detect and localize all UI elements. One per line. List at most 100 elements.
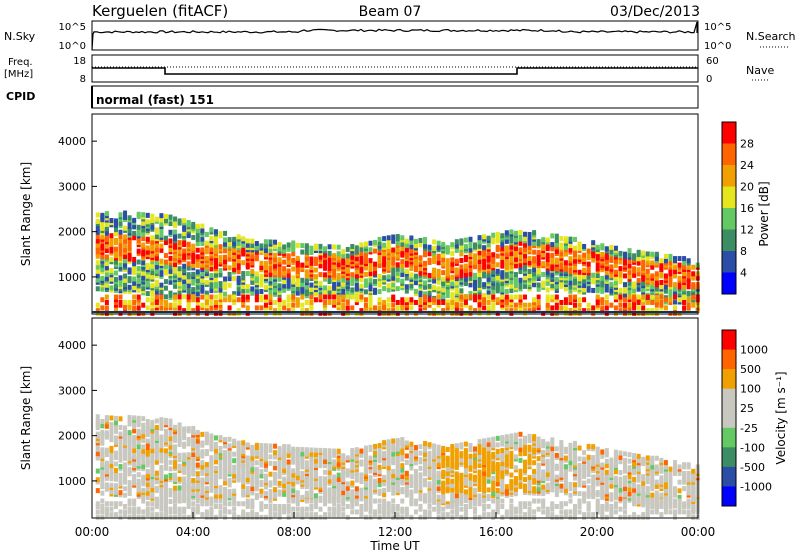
echo-cell	[509, 479, 514, 485]
echo-cell	[441, 308, 446, 314]
echo-cell	[268, 489, 273, 495]
echo-cell	[277, 512, 282, 518]
echo-cell	[463, 299, 468, 305]
echo-cell	[254, 294, 259, 300]
echo-cell	[573, 236, 578, 242]
echo-cell	[123, 210, 128, 216]
echo-cell	[209, 236, 214, 242]
echo-cell	[436, 479, 441, 485]
echo-cell	[168, 509, 173, 515]
echo-cell	[273, 465, 278, 471]
echo-cell	[513, 436, 518, 442]
echo-cell	[336, 251, 341, 257]
echo-cell	[554, 283, 559, 289]
echo-cell	[186, 265, 191, 271]
echo-cell	[473, 487, 478, 493]
echo-cell	[445, 512, 450, 518]
echo-cell	[450, 454, 455, 460]
colorbar-swatch	[722, 229, 736, 252]
echo-cell	[168, 290, 173, 296]
echo-cell	[100, 514, 105, 520]
echo-cell	[318, 297, 323, 303]
echo-cell	[200, 271, 205, 277]
echo-cell	[195, 310, 200, 316]
echo-cell	[232, 469, 237, 475]
echo-cell	[491, 294, 496, 300]
echo-cell	[259, 514, 264, 520]
echo-cell	[136, 310, 141, 316]
echo-cell	[300, 447, 305, 453]
echo-cell	[627, 302, 632, 308]
echo-cell	[609, 249, 614, 255]
echo-cell	[504, 245, 509, 251]
echo-cell	[395, 266, 400, 272]
echo-cell	[150, 263, 155, 269]
echo-cell	[304, 447, 309, 453]
echo-cell	[123, 305, 128, 311]
echo-cell	[345, 468, 350, 474]
echo-cell	[323, 469, 328, 475]
echo-cell	[459, 244, 464, 250]
echo-cell	[173, 244, 178, 250]
echo-cell	[445, 262, 450, 268]
echo-cell	[191, 425, 196, 431]
echo-cell	[563, 264, 568, 270]
echo-cell	[200, 449, 205, 455]
echo-cell	[95, 446, 100, 452]
echo-cell	[473, 285, 478, 291]
echo-cell	[354, 273, 359, 279]
echo-cell	[241, 488, 246, 494]
echo-cell	[195, 241, 200, 247]
echo-cell	[627, 289, 632, 295]
echo-cell	[491, 436, 496, 442]
echo-cell	[118, 310, 123, 316]
echo-cell	[286, 509, 291, 515]
echo-cell	[186, 299, 191, 305]
echo-cell	[100, 234, 105, 240]
echo-cell	[486, 512, 491, 518]
echo-cell	[291, 487, 296, 493]
echo-cell	[223, 280, 228, 286]
echo-cell	[436, 494, 441, 500]
echo-cell	[259, 289, 264, 295]
echo-cell	[182, 432, 187, 438]
echo-cell	[509, 244, 514, 250]
echo-cell	[454, 447, 459, 453]
echo-cell	[136, 229, 141, 235]
echo-cell	[468, 305, 473, 311]
echo-cell	[527, 232, 532, 238]
echo-cell	[268, 443, 273, 449]
echo-cell	[132, 447, 137, 453]
echo-cell	[250, 269, 255, 275]
echo-cell	[295, 446, 300, 452]
echo-cell	[254, 288, 259, 294]
echo-cell	[123, 425, 128, 431]
echo-cell	[173, 472, 178, 478]
echo-cell	[477, 259, 482, 265]
echo-cell	[341, 257, 346, 263]
echo-cell	[682, 256, 687, 262]
echo-cell	[568, 267, 573, 273]
echo-cell	[136, 472, 141, 478]
echo-cell	[141, 249, 146, 255]
echo-cell	[163, 302, 168, 308]
echo-cell	[409, 465, 414, 471]
echo-cell	[254, 297, 259, 303]
echo-cell	[350, 480, 355, 486]
echo-cell	[518, 451, 523, 457]
echo-cell	[145, 506, 150, 512]
echo-cell	[459, 294, 464, 300]
echo-cell	[213, 465, 218, 471]
echo-cell	[323, 489, 328, 495]
echo-cell	[504, 484, 509, 490]
echo-cell	[113, 270, 118, 276]
echo-cell	[468, 310, 473, 316]
echo-cell	[354, 501, 359, 507]
echo-cell	[213, 435, 218, 441]
echo-cell	[277, 446, 282, 452]
echo-cell	[295, 490, 300, 496]
echo-cell	[382, 509, 387, 515]
echo-cell	[136, 297, 141, 303]
echo-cell	[168, 506, 173, 512]
echo-cell	[600, 280, 605, 286]
